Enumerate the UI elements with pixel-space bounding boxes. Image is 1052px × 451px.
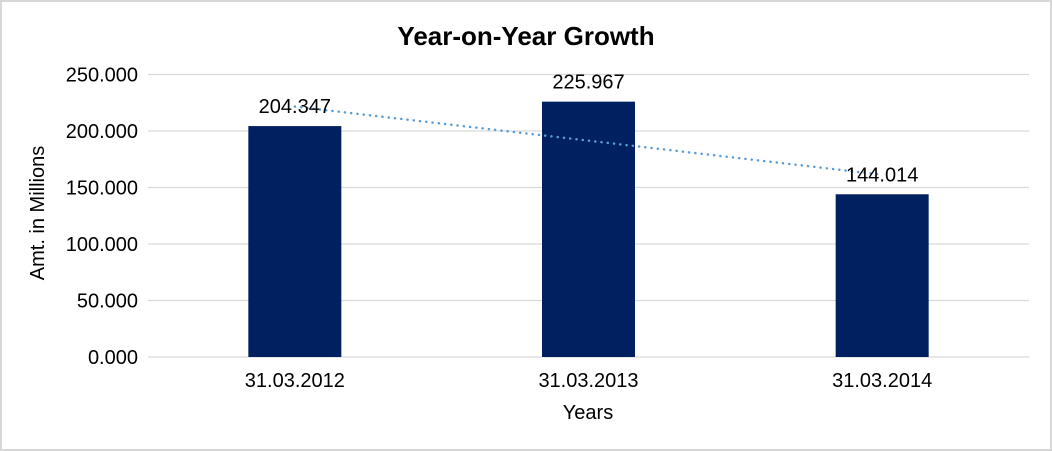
trendline-line — [293, 105, 884, 177]
x-axis-title: Years — [563, 402, 613, 424]
bar-data-label: 225.967 — [552, 72, 624, 94]
y-tick-label: 150.000 — [66, 178, 138, 200]
chart-title: Year-on-Year Growth — [397, 21, 654, 51]
x-tick-label: 31.03.2012 — [245, 370, 345, 392]
bar-data-label: 144.014 — [846, 164, 918, 186]
y-tick-label: 0.000 — [88, 347, 138, 369]
y-axis-title: Amt. in Millions — [27, 146, 49, 280]
y-tick-label: 200.000 — [66, 121, 138, 143]
bar — [835, 194, 929, 357]
trendline — [293, 105, 884, 177]
y-tick-label: 250.000 — [66, 65, 138, 87]
bar — [248, 126, 342, 357]
axis-labels: 0.000 50.000 100.000 150.000 200.000 250.000 2… — [66, 65, 933, 393]
x-tick-label: 31.03.2014 — [832, 370, 932, 392]
y-tick-label: 50.000 — [77, 291, 138, 313]
x-tick-label: 31.03.2013 — [538, 370, 638, 392]
bar-data-label: 204.347 — [259, 96, 331, 118]
y-tick-label: 100.000 — [66, 234, 138, 256]
